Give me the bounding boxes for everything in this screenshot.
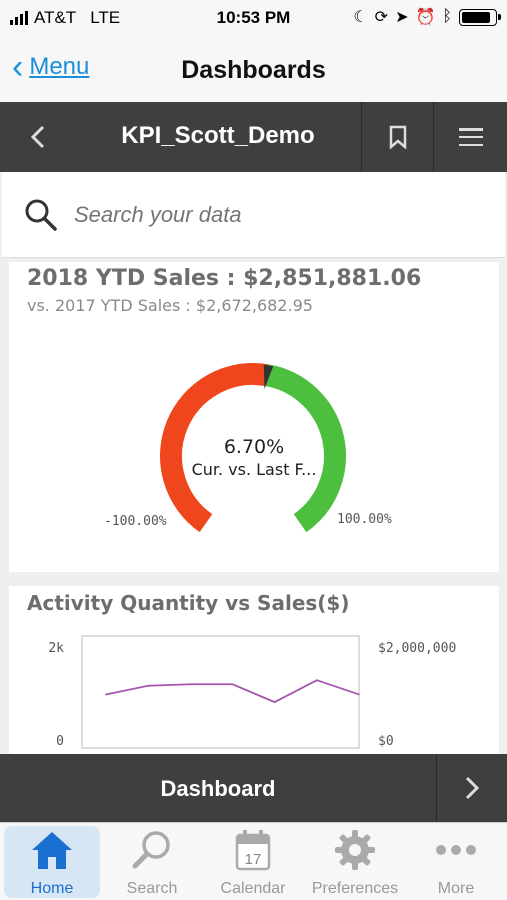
dashboard-bar: Dashboard <box>0 754 507 822</box>
kpi-title: 2018 YTD Sales : $2,851,881.06 <box>27 266 422 291</box>
tab-search[interactable]: Search <box>104 826 200 898</box>
location-icon: ➤ <box>395 9 409 26</box>
status-right: ☾ ⟳ ➤ ⏰ ᛒ <box>353 7 501 27</box>
activity-line-chart: 2k 0 $2,000,000 $0 <box>48 635 456 749</box>
tab-calendar[interactable]: 17 Calendar <box>205 826 301 898</box>
network-label: LTE <box>90 8 121 27</box>
search-icon <box>24 198 58 237</box>
chevron-left-icon: ‹ <box>12 48 24 86</box>
y-left-tick-top: 2k <box>48 641 64 656</box>
chevron-left-icon <box>30 125 44 149</box>
series-point-0 <box>105 693 107 696</box>
gauge-label: Cur. vs. Last F... <box>191 460 317 479</box>
menu-back-label: Menu <box>29 53 90 80</box>
gauge-needle <box>263 364 274 389</box>
search-input[interactable] <box>74 198 474 232</box>
search-icon <box>104 826 200 874</box>
kpi-card[interactable]: 2018 YTD Sales : $2,851,881.06 vs. 2017 … <box>9 262 499 572</box>
gear-icon <box>305 826 405 874</box>
gauge-negative-arc <box>160 363 269 533</box>
status-time: 10:53 PM <box>216 8 291 27</box>
more-icon <box>408 826 504 874</box>
series-point-1 <box>147 684 149 687</box>
gauge-chart <box>160 363 346 533</box>
series-point-3 <box>231 683 234 686</box>
gauge-value: 6.70% <box>223 436 285 458</box>
series-point-5 <box>316 679 318 681</box>
tab-bar: Home Search 17 Calendar <box>0 822 507 900</box>
bookmark-button[interactable] <box>361 102 433 172</box>
search-bar <box>2 172 505 258</box>
menu-back-button[interactable]: ‹ Menu <box>12 50 89 84</box>
next-sheet-button[interactable] <box>436 754 507 822</box>
series-point-2 <box>189 683 192 686</box>
alarm-icon: ⏰ <box>415 9 436 26</box>
nav-bar: ‹ Menu Dashboards <box>0 36 507 102</box>
bluetooth-icon: ᛒ <box>442 8 452 25</box>
app-back-button[interactable] <box>0 102 75 172</box>
series-point-6 <box>358 693 360 696</box>
chart-title: Activity Quantity vs Sales($) <box>27 591 350 615</box>
app-toolbar: KPI_Scott_Demo <box>0 102 507 172</box>
calendar-icon: 17 <box>205 826 301 874</box>
plot-area <box>81 635 360 749</box>
series-point-4 <box>273 701 276 703</box>
carrier-label: AT&T <box>34 8 77 27</box>
tab-more[interactable]: More <box>408 826 504 898</box>
bookmark-icon <box>389 125 406 149</box>
battery-icon <box>459 8 501 26</box>
chevron-right-icon <box>465 776 480 800</box>
hamburger-menu-button[interactable] <box>433 102 507 172</box>
kpi-subtitle: vs. 2017 YTD Sales : $2,672,682.95 <box>27 296 313 315</box>
calendar-day: 17 <box>245 851 262 868</box>
app-title: KPI_Scott_Demo <box>121 122 315 149</box>
status-bar: AT&T LTE 10:53 PM ☾ ⟳ ➤ ⏰ ᛒ <box>0 0 507 36</box>
home-icon <box>4 826 100 874</box>
status-left: AT&T LTE <box>10 8 120 28</box>
activity-chart-card[interactable]: Activity Quantity vs Sales($) 2k 0 $2,00… <box>9 586 499 756</box>
tab-home[interactable]: Home <box>4 826 100 898</box>
tab-preferences-label: Preferences <box>311 880 399 897</box>
gauge-min-label: -100.00% <box>104 514 167 529</box>
tab-more-label: More <box>437 880 475 897</box>
y-right-tick-top: $2,000,000 <box>378 641 456 656</box>
hamburger-icon <box>458 128 483 146</box>
gauge-positive-arc <box>264 364 346 533</box>
signal-icon <box>10 11 28 25</box>
y-right-tick-bottom: $0 <box>378 734 394 749</box>
tab-search-label: Search <box>126 880 178 897</box>
moon-icon: ☾ <box>353 9 368 26</box>
page-title: Dashboards <box>181 56 326 84</box>
gauge-max-label: 100.00% <box>337 512 392 527</box>
rotation-lock-icon: ⟳ <box>374 9 389 26</box>
tab-home-label: Home <box>30 880 74 897</box>
dashboard-label[interactable]: Dashboard <box>160 776 276 801</box>
tab-calendar-label: Calendar <box>220 880 286 897</box>
y-left-tick-bottom: 0 <box>56 734 64 749</box>
tab-preferences[interactable]: Preferences <box>305 826 405 898</box>
